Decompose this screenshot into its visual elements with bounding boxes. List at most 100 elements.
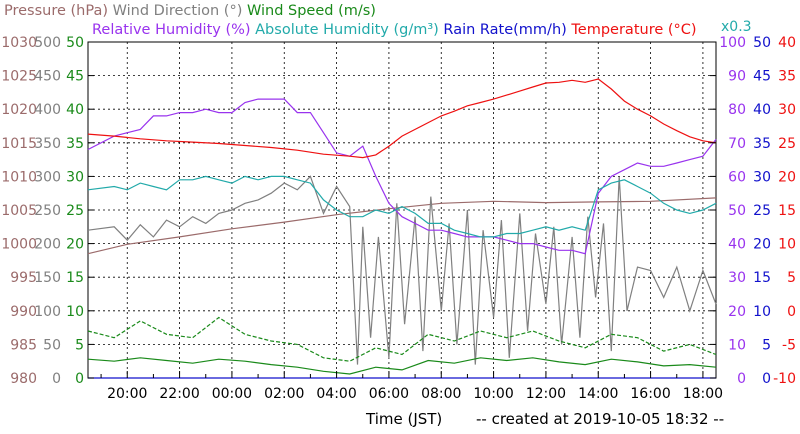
wind-direction-tick-label: 250 [34, 203, 61, 219]
legend-entry: Wind Speed (m/s) [242, 3, 376, 19]
temperature-tick-label: 20 [778, 169, 796, 185]
legend-entry: Wind Direction (°) [108, 3, 242, 19]
series-temperature-c [87, 78, 717, 159]
relative-humidity-tick-label: 60 [728, 169, 746, 185]
series-pressure-hpa [87, 197, 717, 255]
temperature-tick-label: -5 [782, 337, 796, 353]
plot-frame [87, 41, 717, 379]
rain-rate-tick-label: 20 [753, 237, 771, 253]
wind-direction-tick-label: 200 [34, 237, 61, 253]
x-tick-label: 20:00 [107, 386, 147, 402]
x-axis-label: Time (JST) [365, 410, 442, 428]
axes: 20:00 22:00 00:00 02:00 04:00 06:00 08:00 10:00… [1, 35, 796, 402]
wind-speed-tick-label: 35 [66, 136, 84, 152]
series-wind-direction [87, 175, 717, 365]
wind-speed-tick-label: 40 [66, 102, 84, 118]
series-wind-speed-m-s [87, 357, 717, 375]
temperature-tick-label: -10 [773, 371, 796, 387]
wind-direction-tick-label: 0 [52, 371, 61, 387]
pressure-tick-label: 1025 [1, 69, 37, 85]
legend-entry: Relative Humidity (%) [92, 22, 251, 38]
rain-rate-tick-label: 30 [753, 169, 771, 185]
relative-humidity-tick-label: 30 [728, 270, 746, 286]
rain-rate-tick-label: 35 [753, 136, 771, 152]
wind-direction-tick-label: 450 [34, 69, 61, 85]
x-tick-label: 18:00 [683, 386, 723, 402]
x-tick-label: 08:00 [421, 386, 461, 402]
rain-rate-tick-label: 40 [753, 102, 771, 118]
temperature-tick-label: 5 [787, 270, 796, 286]
wind-speed-tick-label: 10 [66, 304, 84, 320]
wind-speed-tick-label: 15 [66, 270, 84, 286]
rain-rate-tick-label: 50 [753, 35, 771, 51]
wind-speed-tick-label: 50 [66, 35, 84, 51]
series-wind-speed-gust-m-s [87, 316, 717, 362]
wind-direction-tick-label: 150 [34, 270, 61, 286]
abs-humidity-scale-note: x0.3 [721, 19, 752, 35]
pressure-tick-label: 1005 [1, 203, 37, 219]
relative-humidity-tick-label: 50 [728, 203, 746, 219]
legend-entry: Rain Rate(mm/h) [439, 22, 567, 38]
pressure-tick-label: 1015 [1, 136, 37, 152]
pressure-tick-label: 985 [10, 337, 37, 353]
temperature-tick-label: 35 [778, 69, 796, 85]
rain-rate-tick-label: 10 [753, 304, 771, 320]
series-layer [87, 78, 717, 379]
wind-speed-tick-label: 20 [66, 237, 84, 253]
x-tick-label: 04:00 [316, 386, 356, 402]
series-relative-humidity [87, 98, 717, 255]
pressure-tick-label: 990 [10, 304, 37, 320]
footer-created: -- created at 2019-10-05 18:32 -- [476, 410, 724, 428]
pressure-tick-label: 1000 [1, 237, 37, 253]
relative-humidity-tick-label: 80 [728, 102, 746, 118]
legend-header: Pressure (hPa) Wind Direction (°) Wind S… [4, 3, 752, 38]
temperature-tick-label: 30 [778, 102, 796, 118]
wind-direction-tick-label: 300 [34, 169, 61, 185]
relative-humidity-tick-label: 10 [728, 337, 746, 353]
temperature-tick-label: 40 [778, 35, 796, 51]
wind-direction-tick-label: 500 [34, 35, 61, 51]
relative-humidity-tick-label: 100 [719, 35, 746, 51]
rain-rate-tick-label: 25 [753, 203, 771, 219]
temperature-tick-label: 10 [778, 237, 796, 253]
pressure-tick-label: 995 [10, 270, 37, 286]
legend-row-2: Relative Humidity (%) Absolute Humidity … [92, 22, 697, 38]
relative-humidity-tick-label: 0 [737, 371, 746, 387]
x-tick-label: 10:00 [473, 386, 513, 402]
x-tick-label: 06:00 [369, 386, 409, 402]
rain-rate-tick-label: 45 [753, 69, 771, 85]
x-tick-label: 14:00 [578, 386, 618, 402]
wind-direction-tick-label: 100 [34, 304, 61, 320]
relative-humidity-tick-label: 90 [728, 69, 746, 85]
wind-speed-tick-label: 30 [66, 169, 84, 185]
legend-entry: Temperature (°C) [567, 22, 697, 38]
wind-speed-tick-label: 45 [66, 69, 84, 85]
pressure-tick-label: 1020 [1, 102, 37, 118]
relative-humidity-tick-label: 40 [728, 237, 746, 253]
pressure-tick-label: 980 [10, 371, 37, 387]
temperature-tick-label: 25 [778, 136, 796, 152]
pressure-tick-label: 1010 [1, 169, 37, 185]
wind-speed-tick-label: 5 [75, 337, 84, 353]
x-tick-label: 16:00 [630, 386, 670, 402]
wind-direction-tick-label: 400 [34, 102, 61, 118]
rain-rate-tick-label: 15 [753, 270, 771, 286]
legend-entry: Absolute Humidity (g/m³) [251, 22, 439, 38]
grid [88, 42, 716, 378]
x-tick-label: 02:00 [264, 386, 304, 402]
wind-speed-tick-label: 0 [75, 371, 84, 387]
x-tick-label: 22:00 [159, 386, 199, 402]
wind-direction-tick-label: 50 [43, 337, 61, 353]
x-tick-label: 00:00 [212, 386, 252, 402]
rain-rate-tick-label: 5 [762, 337, 771, 353]
x-tick-label: 12:00 [526, 386, 566, 402]
wind-speed-tick-label: 25 [66, 203, 84, 219]
legend-entry: Pressure (hPa) [4, 3, 108, 19]
series-absolute-humidity-g-m-x0-3 [87, 175, 717, 238]
temperature-tick-label: 0 [787, 304, 796, 320]
relative-humidity-tick-label: 70 [728, 136, 746, 152]
temperature-tick-label: 15 [778, 203, 796, 219]
rain-rate-tick-label: 0 [762, 371, 771, 387]
legend-row-1: Pressure (hPa) Wind Direction (°) Wind S… [4, 3, 376, 19]
